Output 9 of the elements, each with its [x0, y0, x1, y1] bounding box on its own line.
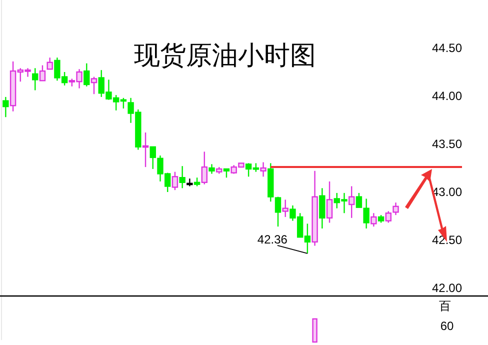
y-tick-label: 43.50 [432, 137, 462, 151]
y-tick-label: 44.50 [432, 41, 462, 55]
chart-title: 现货原油小时图 [134, 41, 316, 70]
y-tick-label: 42.00 [432, 281, 462, 295]
y-tick-label: 42.50 [432, 233, 462, 247]
y-axis-title: 百 [439, 299, 451, 313]
text: 60 [440, 319, 454, 333]
y-tick-label: 44.00 [432, 89, 462, 103]
annotation: 42.36 [257, 232, 288, 246]
